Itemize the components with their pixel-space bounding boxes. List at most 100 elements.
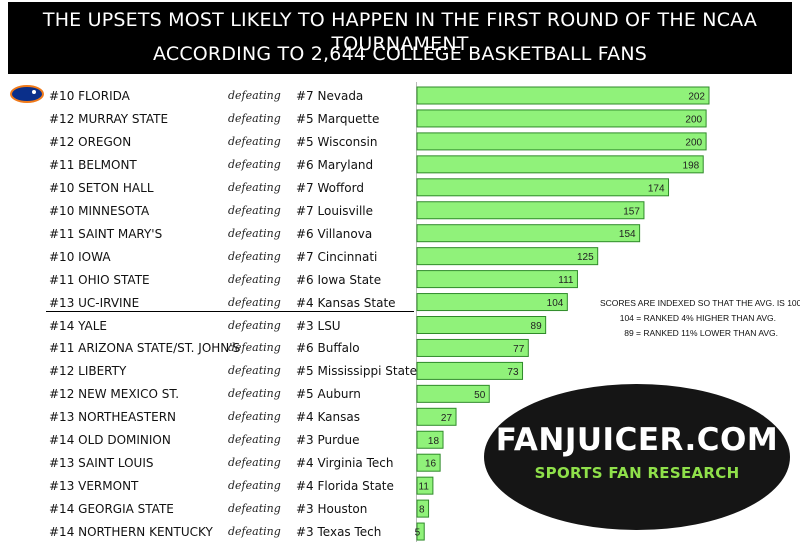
brand-tagline: SPORTS FAN RESEARCH bbox=[534, 464, 740, 482]
defeating-label: defeating bbox=[228, 341, 281, 355]
bar bbox=[416, 178, 670, 197]
bar bbox=[416, 86, 710, 105]
underdog-label: #11 BELMONT bbox=[49, 157, 137, 172]
underdog-label: #10 SETON HALL bbox=[49, 180, 154, 195]
favorite-label: #3 Texas Tech bbox=[296, 525, 382, 540]
bar-value-label: 27 bbox=[441, 413, 453, 424]
bar-value-label: 125 bbox=[577, 252, 594, 263]
underdog-label: #12 LIBERTY bbox=[49, 364, 127, 379]
favorite-label: #6 Maryland bbox=[296, 157, 374, 172]
underdog-label: #10 IOWA bbox=[49, 249, 111, 264]
defeating-label: defeating bbox=[228, 525, 281, 539]
bar bbox=[416, 384, 490, 403]
bar-axis-line bbox=[416, 82, 417, 542]
underdog-label: #11 ARIZONA STATE/ST. JOHN'S bbox=[49, 341, 241, 356]
favorite-label: #7 Cincinnati bbox=[296, 249, 378, 264]
defeating-label: defeating bbox=[228, 318, 281, 332]
favorite-label: #6 Villanova bbox=[296, 226, 373, 241]
favorite-label: #7 Wofford bbox=[296, 180, 364, 195]
underdog-label: #12 MURRAY STATE bbox=[49, 111, 169, 126]
bar-value-label: 16 bbox=[425, 459, 437, 470]
group-divider bbox=[46, 311, 414, 312]
note-line-1: SCORES ARE INDEXED SO THAT THE AVG. IS 1… bbox=[600, 298, 800, 308]
favorite-label: #4 Virginia Tech bbox=[296, 456, 394, 471]
defeating-label: defeating bbox=[228, 180, 281, 194]
favorite-label: #3 Purdue bbox=[296, 433, 360, 448]
bar bbox=[416, 109, 707, 128]
bar bbox=[416, 522, 425, 541]
favorite-label: #6 Iowa State bbox=[296, 272, 382, 287]
bar-value-label: 111 bbox=[558, 275, 574, 286]
bar-value-label: 77 bbox=[513, 344, 525, 355]
underdog-label: #10 FLORIDA bbox=[49, 89, 130, 103]
defeating-label: defeating bbox=[228, 364, 281, 378]
bar bbox=[416, 430, 444, 449]
defeating-label: defeating bbox=[228, 456, 281, 470]
defeating-label: defeating bbox=[228, 410, 281, 424]
defeating-label: defeating bbox=[228, 203, 281, 217]
defeating-label: defeating bbox=[228, 502, 281, 516]
defeating-label: defeating bbox=[228, 433, 281, 447]
underdog-label: #14 YALE bbox=[49, 318, 108, 333]
bar-value-label: 18 bbox=[428, 436, 440, 447]
bar bbox=[416, 224, 641, 243]
bar-value-label: 73 bbox=[507, 367, 519, 378]
title-line-1: THE UPSETS MOST LIKELY TO HAPPEN IN THE … bbox=[42, 9, 758, 55]
favorite-label: #4 Kansas bbox=[296, 410, 360, 425]
bar-value-label: 202 bbox=[688, 92, 705, 103]
bar-value-label: 8 bbox=[419, 505, 425, 516]
defeating-label: defeating bbox=[228, 387, 281, 401]
defeating-label: defeating bbox=[228, 134, 281, 148]
defeating-label: defeating bbox=[228, 89, 281, 102]
underdog-label: #11 SAINT MARY'S bbox=[49, 226, 163, 241]
bar bbox=[416, 270, 578, 289]
bar bbox=[416, 476, 434, 495]
bar bbox=[416, 201, 645, 220]
bar bbox=[416, 499, 430, 518]
defeating-label: defeating bbox=[228, 295, 281, 309]
bar-value-label: 50 bbox=[474, 390, 486, 401]
defeating-label: defeating bbox=[228, 157, 281, 171]
bar-value-label: 200 bbox=[685, 137, 702, 148]
bar-value-label: 11 bbox=[419, 482, 430, 493]
bar-value-label: 154 bbox=[619, 229, 636, 240]
title-line-2: ACCORDING TO 2,644 COLLEGE BASKETBALL FA… bbox=[152, 43, 648, 65]
underdog-label: #13 VERMONT bbox=[49, 479, 139, 494]
bar-value-label: 89 bbox=[531, 321, 543, 332]
underdog-label: #11 OHIO STATE bbox=[49, 272, 150, 287]
gator-logo-icon bbox=[10, 85, 44, 103]
underdog-label: #14 OLD DOMINION bbox=[49, 433, 171, 448]
underdog-label: #14 GEORGIA STATE bbox=[49, 502, 174, 517]
bar-value-label: 198 bbox=[683, 160, 700, 171]
favorite-label: #5 Wisconsin bbox=[296, 134, 378, 149]
bar-value-label: 157 bbox=[623, 206, 640, 217]
favorite-label: #5 Marquette bbox=[296, 111, 380, 126]
defeating-label: defeating bbox=[228, 111, 281, 125]
favorite-label: #3 Houston bbox=[296, 502, 368, 517]
underdog-label: #13 SAINT LOUIS bbox=[49, 456, 154, 471]
bar bbox=[416, 338, 529, 357]
bar bbox=[416, 453, 441, 472]
brand-name: FANJUICER.COM bbox=[495, 422, 779, 458]
underdog-label: #12 OREGON bbox=[49, 134, 132, 149]
bar bbox=[416, 247, 599, 266]
favorite-label: #3 LSU bbox=[296, 318, 341, 333]
favorite-label: #5 Auburn bbox=[296, 387, 361, 402]
favorite-label: #5 Mississippi State bbox=[296, 364, 418, 379]
bar-value-label: 174 bbox=[648, 183, 665, 194]
note-line-3: 89 = RANKED 11% LOWER THAN AVG. bbox=[624, 328, 778, 338]
defeating-label: defeating bbox=[228, 479, 281, 493]
favorite-label: #4 Florida State bbox=[296, 479, 394, 494]
underdog-label: #13 UC-IRVINE bbox=[49, 295, 140, 310]
bar bbox=[416, 155, 704, 174]
underdog-label: #13 NORTHEASTERN bbox=[49, 410, 177, 425]
favorite-label: #7 Nevada bbox=[296, 89, 364, 103]
favorite-label: #4 Kansas State bbox=[296, 295, 396, 310]
bar-value-label: 200 bbox=[685, 114, 702, 125]
bar bbox=[416, 293, 568, 312]
bar bbox=[416, 361, 524, 380]
underdog-label: #14 NORTHERN KENTUCKY bbox=[49, 525, 213, 540]
note-line-2: 104 = RANKED 4% HIGHER THAN AVG. bbox=[619, 313, 776, 323]
